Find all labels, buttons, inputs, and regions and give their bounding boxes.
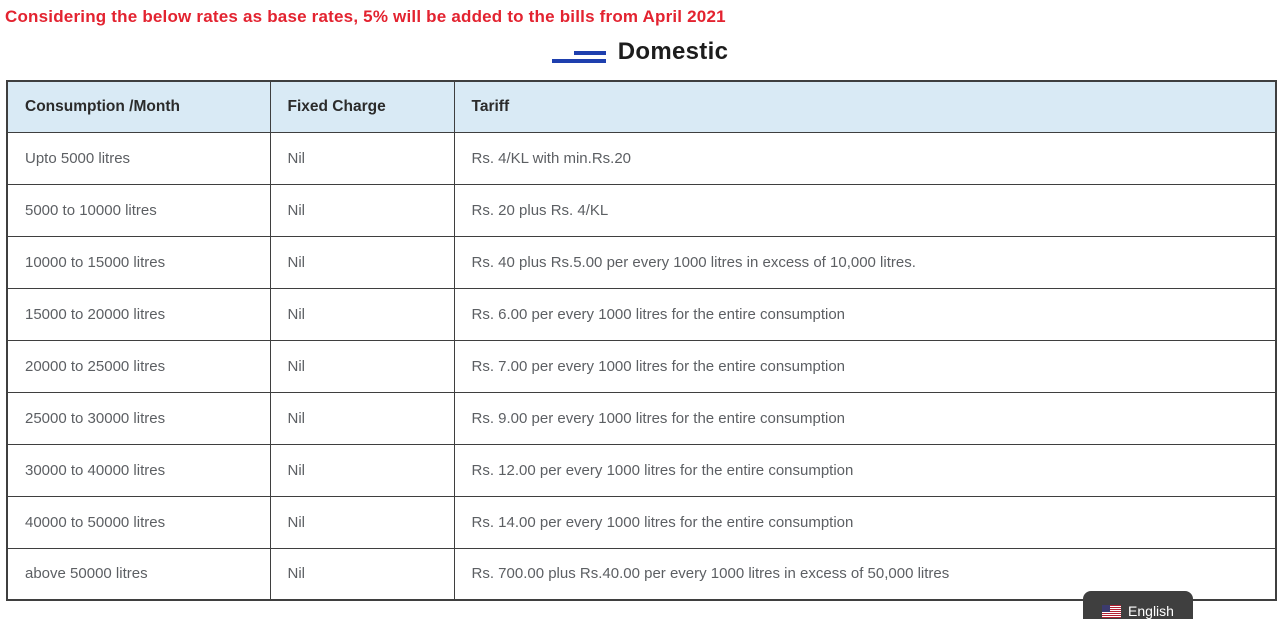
table-cell: Nil: [269, 443, 455, 497]
table-cell: Rs. 14.00 per every 1000 litres for the …: [453, 495, 1277, 549]
table-cell: 25000 to 30000 litres: [6, 391, 271, 445]
tariff-table: Consumption /Month Fixed Charge Tariff U…: [6, 80, 1277, 601]
table-row: 30000 to 40000 litres Nil Rs. 12.00 per ev…: [6, 443, 1277, 497]
table-row: 25000 to 30000 litres Nil Rs. 9.00 per eve…: [6, 391, 1277, 445]
table-cell: Rs. 6.00 per every 1000 litres for the e…: [453, 287, 1277, 341]
table-row: above 50000 litres Nil Rs. 700.00 plus Rs.…: [6, 547, 1277, 601]
table-cell: 10000 to 15000 litres: [6, 235, 271, 289]
table-cell: Nil: [269, 391, 455, 445]
language-selector-button[interactable]: English: [1083, 591, 1193, 619]
section-title: Domestic: [617, 38, 729, 65]
language-label: English: [1128, 603, 1174, 619]
heading-lines-icon-top-bar: [573, 51, 606, 55]
column-header-consumption: Consumption /Month: [6, 80, 271, 133]
table-body: Upto 5000 litres Nil Rs. 4/KL with min.Rs.…: [6, 131, 1277, 601]
column-header-tariff: Tariff: [453, 80, 1277, 133]
heading-lines-icon: [551, 39, 606, 65]
table-cell: Nil: [269, 131, 455, 185]
table-cell: Nil: [269, 183, 455, 237]
table-cell: 40000 to 50000 litres: [6, 495, 271, 549]
table-row: 20000 to 25000 litres Nil Rs. 7.00 per eve…: [6, 339, 1277, 393]
table-cell: 5000 to 10000 litres: [6, 183, 271, 237]
table-cell: Rs. 4/KL with min.Rs.20: [453, 131, 1277, 185]
table-cell: Rs. 20 plus Rs. 4/KL: [453, 183, 1277, 237]
table-row: Upto 5000 litres Nil Rs. 4/KL with min.Rs.…: [6, 131, 1277, 185]
table-cell: Nil: [269, 287, 455, 341]
table-cell: 30000 to 40000 litres: [6, 443, 271, 497]
table-cell: 15000 to 20000 litres: [6, 287, 271, 341]
table-header-row: Consumption /Month Fixed Charge Tariff: [6, 80, 1277, 133]
table-cell: Nil: [269, 339, 455, 393]
column-header-fixed-charge: Fixed Charge: [269, 80, 455, 133]
table-cell: Rs. 40 plus Rs.5.00 per every 1000 litre…: [453, 235, 1277, 289]
table-cell: Rs. 9.00 per every 1000 litres for the e…: [453, 391, 1277, 445]
table-cell: Rs. 12.00 per every 1000 litres for the …: [453, 443, 1277, 497]
table-cell: 20000 to 25000 litres: [6, 339, 271, 393]
table-cell: Nil: [269, 547, 455, 601]
table-row: 40000 to 50000 litres Nil Rs. 14.00 per ev…: [6, 495, 1277, 549]
section-heading: Domestic: [0, 38, 1280, 66]
table-row: 10000 to 15000 litres Nil Rs. 40 plus Rs.5…: [6, 235, 1277, 289]
rate-notice: Considering the below rates as base rate…: [5, 7, 726, 26]
us-flag-icon: [1102, 604, 1122, 618]
table-cell: Nil: [269, 235, 455, 289]
table-cell: Rs. 700.00 plus Rs.40.00 per every 1000 …: [453, 547, 1277, 601]
heading-lines-icon-bottom-bar: [551, 59, 606, 63]
table-cell: Nil: [269, 495, 455, 549]
table-row: 5000 to 10000 litres Nil Rs. 20 plus Rs. 4…: [6, 183, 1277, 237]
table-row: 15000 to 20000 litres Nil Rs. 6.00 per eve…: [6, 287, 1277, 341]
table-cell: Upto 5000 litres: [6, 131, 271, 185]
table-cell: above 50000 litres: [6, 547, 271, 601]
table-cell: Rs. 7.00 per every 1000 litres for the e…: [453, 339, 1277, 393]
